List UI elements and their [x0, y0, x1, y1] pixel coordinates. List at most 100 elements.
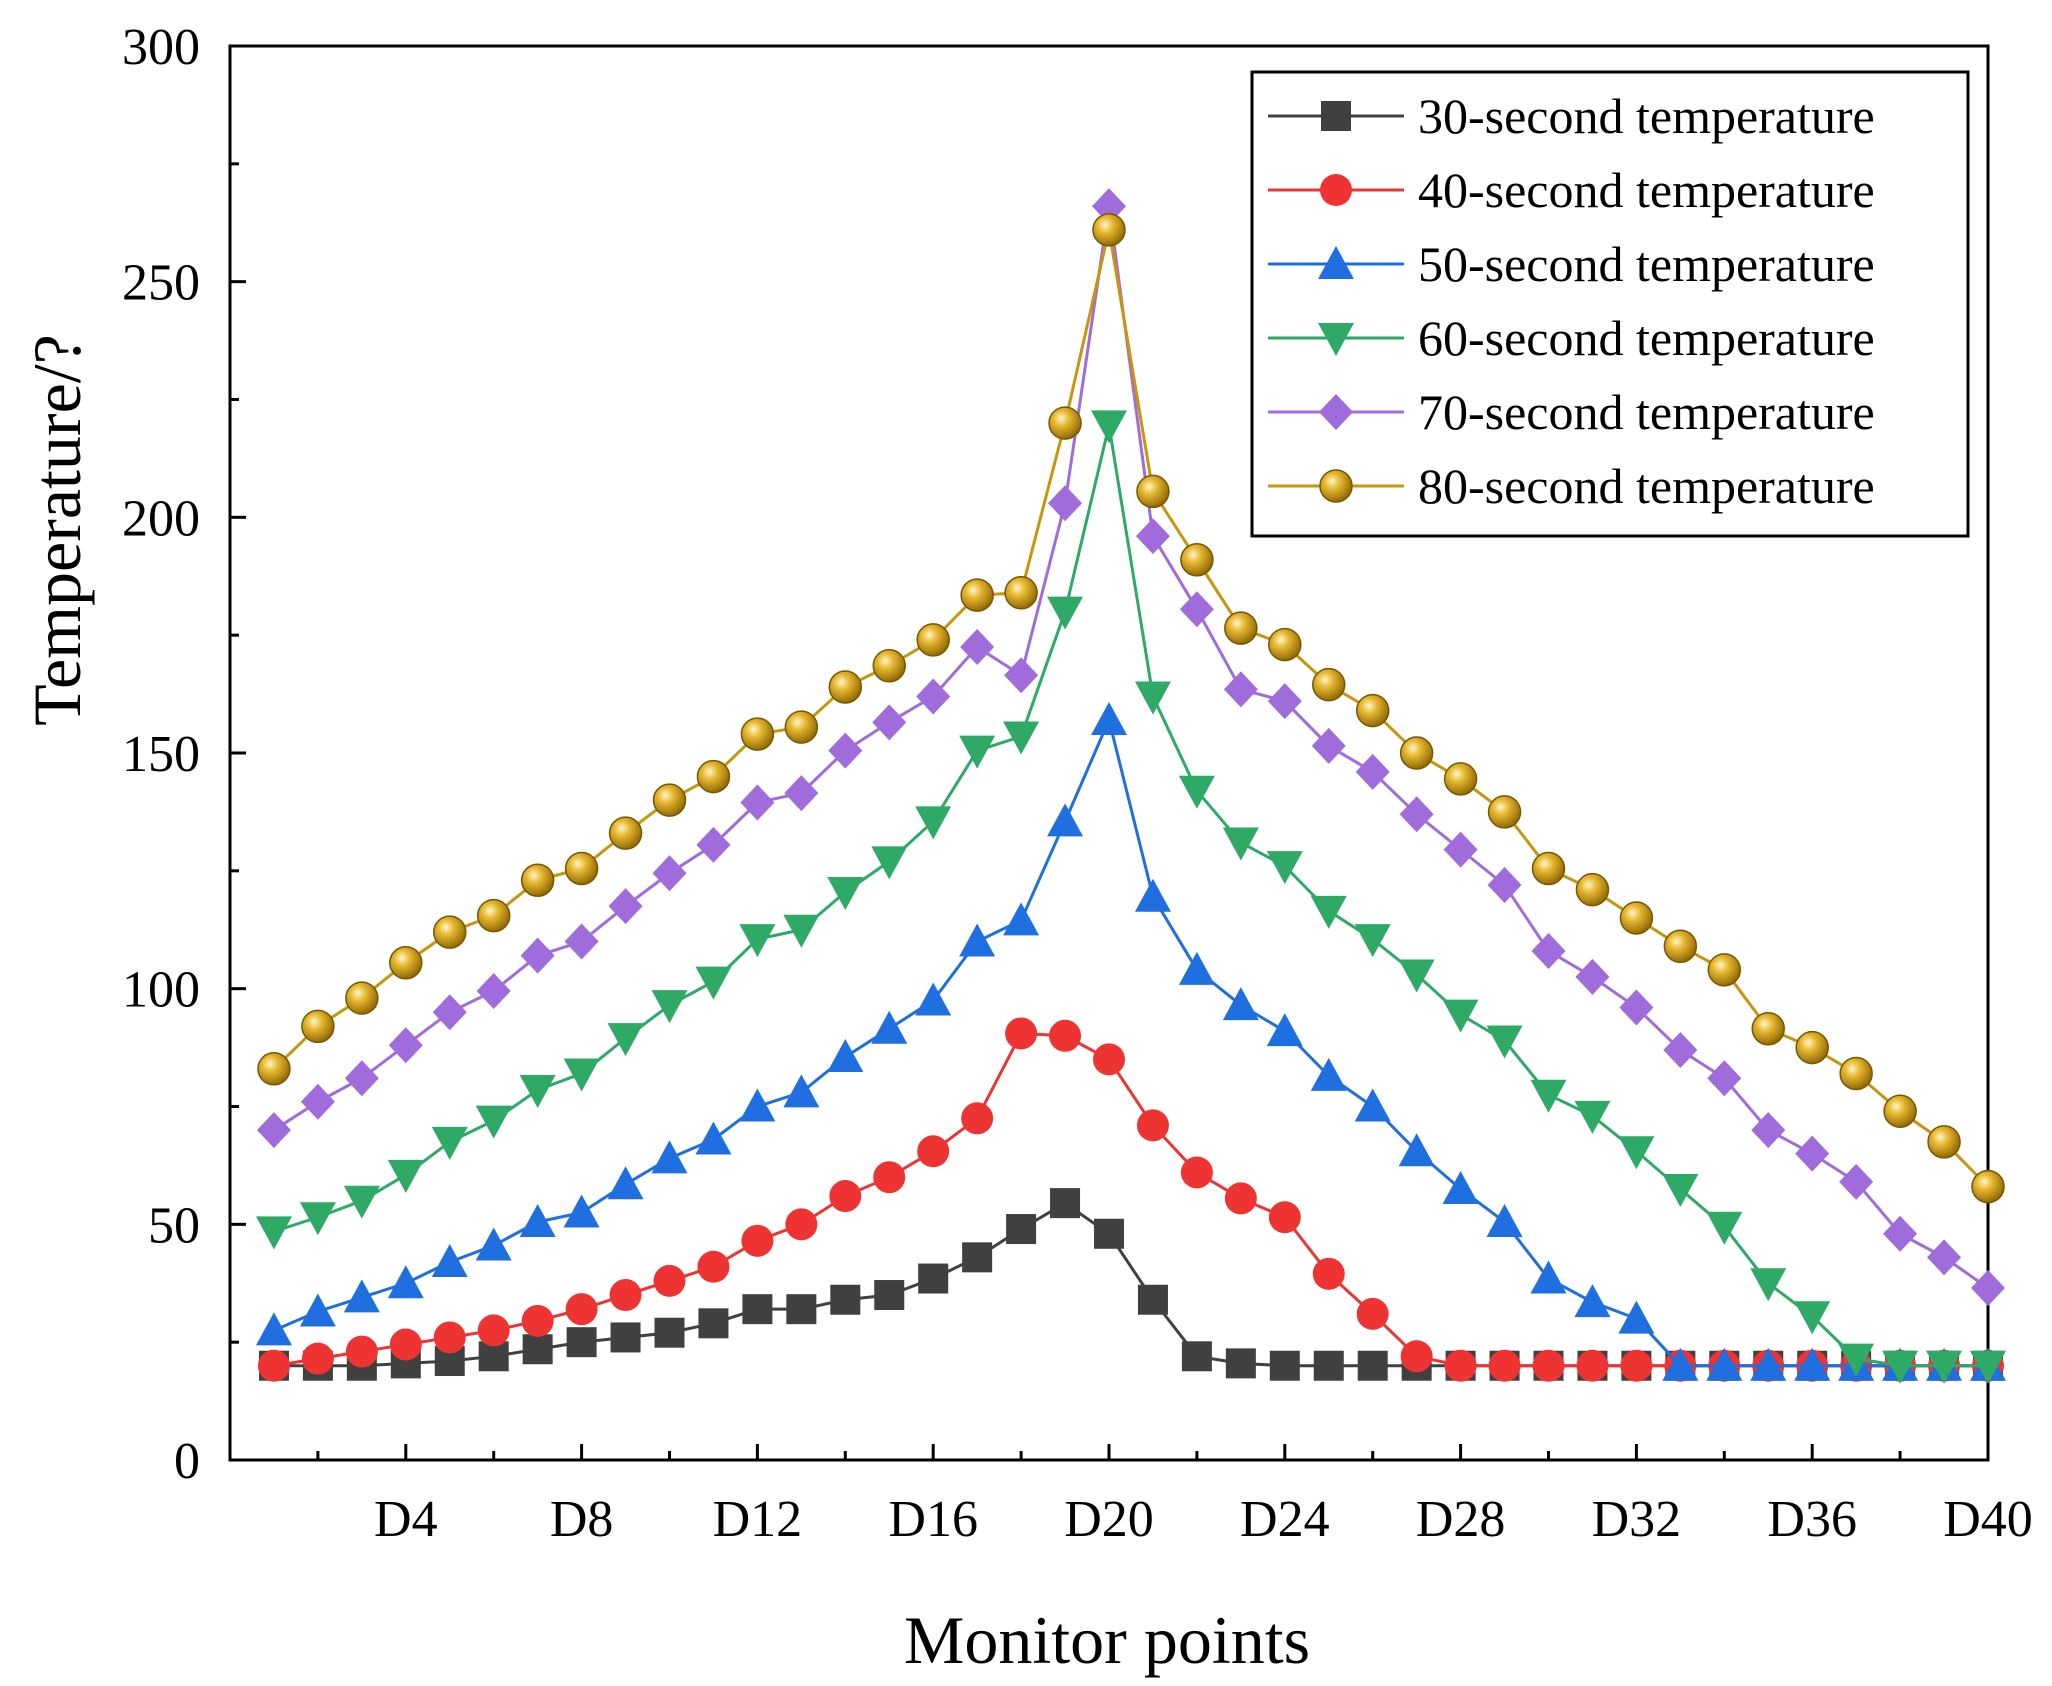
data-point: [1443, 831, 1478, 868]
data-point: [959, 923, 996, 957]
data-point: [1312, 1257, 1345, 1290]
y-tick-label: 250: [122, 255, 200, 312]
legend-entry: 80-second temperature: [1268, 458, 1875, 514]
data-point: [1354, 924, 1391, 958]
legend-label: 50-second temperature: [1418, 236, 1875, 292]
data-point: [783, 1074, 820, 1108]
data-point: [1442, 999, 1479, 1033]
data-point: [830, 1284, 861, 1315]
data-point: [1794, 1301, 1831, 1335]
data-point: [1048, 485, 1083, 522]
data-point: [1269, 1350, 1300, 1381]
data-point: [1092, 213, 1126, 247]
data-point: [1266, 851, 1303, 885]
data-point: [1662, 1173, 1699, 1207]
data-point: [1399, 736, 1434, 770]
data-point: [915, 982, 952, 1016]
data-point: [828, 732, 863, 769]
data-point: [1003, 721, 1040, 755]
data-point: [1005, 1017, 1038, 1050]
data-point: [431, 1126, 468, 1160]
data-point: [1750, 1347, 1787, 1381]
data-point: [1794, 1347, 1831, 1381]
series-line: [273, 206, 1989, 1290]
data-point: [566, 1327, 597, 1358]
data-point: [1047, 596, 1084, 630]
data-point: [1313, 1350, 1344, 1381]
data-point: [343, 1279, 380, 1313]
data-point: [477, 1314, 510, 1347]
x-tick-label: D12: [713, 1491, 803, 1548]
data-point: [1926, 1350, 1963, 1384]
data-point: [1882, 1350, 1919, 1384]
data-point: [783, 914, 820, 948]
data-point: [1225, 1348, 1256, 1379]
series-1: [258, 1188, 2003, 1381]
data-point: [1267, 683, 1302, 720]
data-point: [1444, 1349, 1477, 1382]
data-point: [607, 1166, 644, 1200]
tick-labels: 0 50 100 150 200 250 300 D4 D8 D12 D16 D20 D24 D28 D32…: [122, 19, 2033, 1548]
data-point: [828, 670, 863, 704]
y-tick-label: 50: [148, 1197, 200, 1254]
data-point: [345, 981, 379, 1015]
data-point: [610, 1322, 641, 1353]
x-tick-label: D28: [1416, 1491, 1506, 1548]
data-point: [255, 1312, 292, 1346]
series-3: [255, 702, 2006, 1381]
data-point: [1531, 932, 1566, 969]
y-axis-title: Temperature/?: [19, 334, 95, 726]
data-point: [255, 1216, 292, 1250]
data-point: [1311, 727, 1346, 764]
data-point: [1839, 1056, 1873, 1091]
data-point: [1180, 1156, 1213, 1189]
data-point: [300, 1083, 335, 1120]
data-point: [739, 924, 776, 958]
data-point: [1049, 1019, 1082, 1052]
legend-label: 80-second temperature: [1418, 458, 1875, 514]
data-point: [1839, 1163, 1874, 1200]
data-point: [872, 649, 906, 683]
legend-label: 70-second temperature: [1418, 384, 1875, 440]
legend-marker: [1318, 246, 1354, 279]
data-point: [1134, 878, 1171, 912]
data-point: [345, 1335, 378, 1368]
data-point: [1575, 958, 1610, 995]
data-point: [565, 1293, 598, 1326]
data-point: [874, 1280, 905, 1311]
y-tick-label: 150: [122, 726, 200, 783]
data-point: [564, 923, 599, 960]
data-point: [871, 1010, 908, 1044]
data-point: [1971, 1169, 2005, 1204]
data-point: [652, 855, 687, 892]
data-point: [1094, 1218, 1124, 1249]
data-point: [697, 1250, 730, 1283]
data-point: [873, 1161, 906, 1194]
data-point: [1530, 1260, 1567, 1294]
data-point: [433, 915, 467, 949]
data-point: [520, 937, 555, 974]
data-point: [1707, 953, 1742, 987]
data-point: [741, 1224, 774, 1257]
data-point: [1619, 989, 1654, 1026]
data-point: [344, 1060, 379, 1097]
data-point: [1707, 1060, 1742, 1097]
data-point: [653, 1264, 686, 1297]
x-tick-label: D40: [1943, 1491, 2033, 1548]
data-point: [431, 1244, 468, 1278]
data-point: [1398, 959, 1435, 993]
data-point: [387, 1159, 424, 1193]
data-point: [1136, 474, 1170, 509]
axes-frame: [228, 44, 1990, 1462]
data-point: [1268, 627, 1302, 662]
data-point: [1663, 1031, 1698, 1068]
data-point: [1927, 1239, 1962, 1276]
data-point: [827, 877, 864, 911]
data-point: [1050, 1188, 1081, 1219]
data-point: [695, 1121, 732, 1155]
data-point: [1398, 1133, 1435, 1167]
data-point: [299, 1202, 336, 1236]
data-point: [1400, 1340, 1433, 1373]
data-point: [1137, 1284, 1168, 1315]
series-4: [255, 410, 2006, 1384]
